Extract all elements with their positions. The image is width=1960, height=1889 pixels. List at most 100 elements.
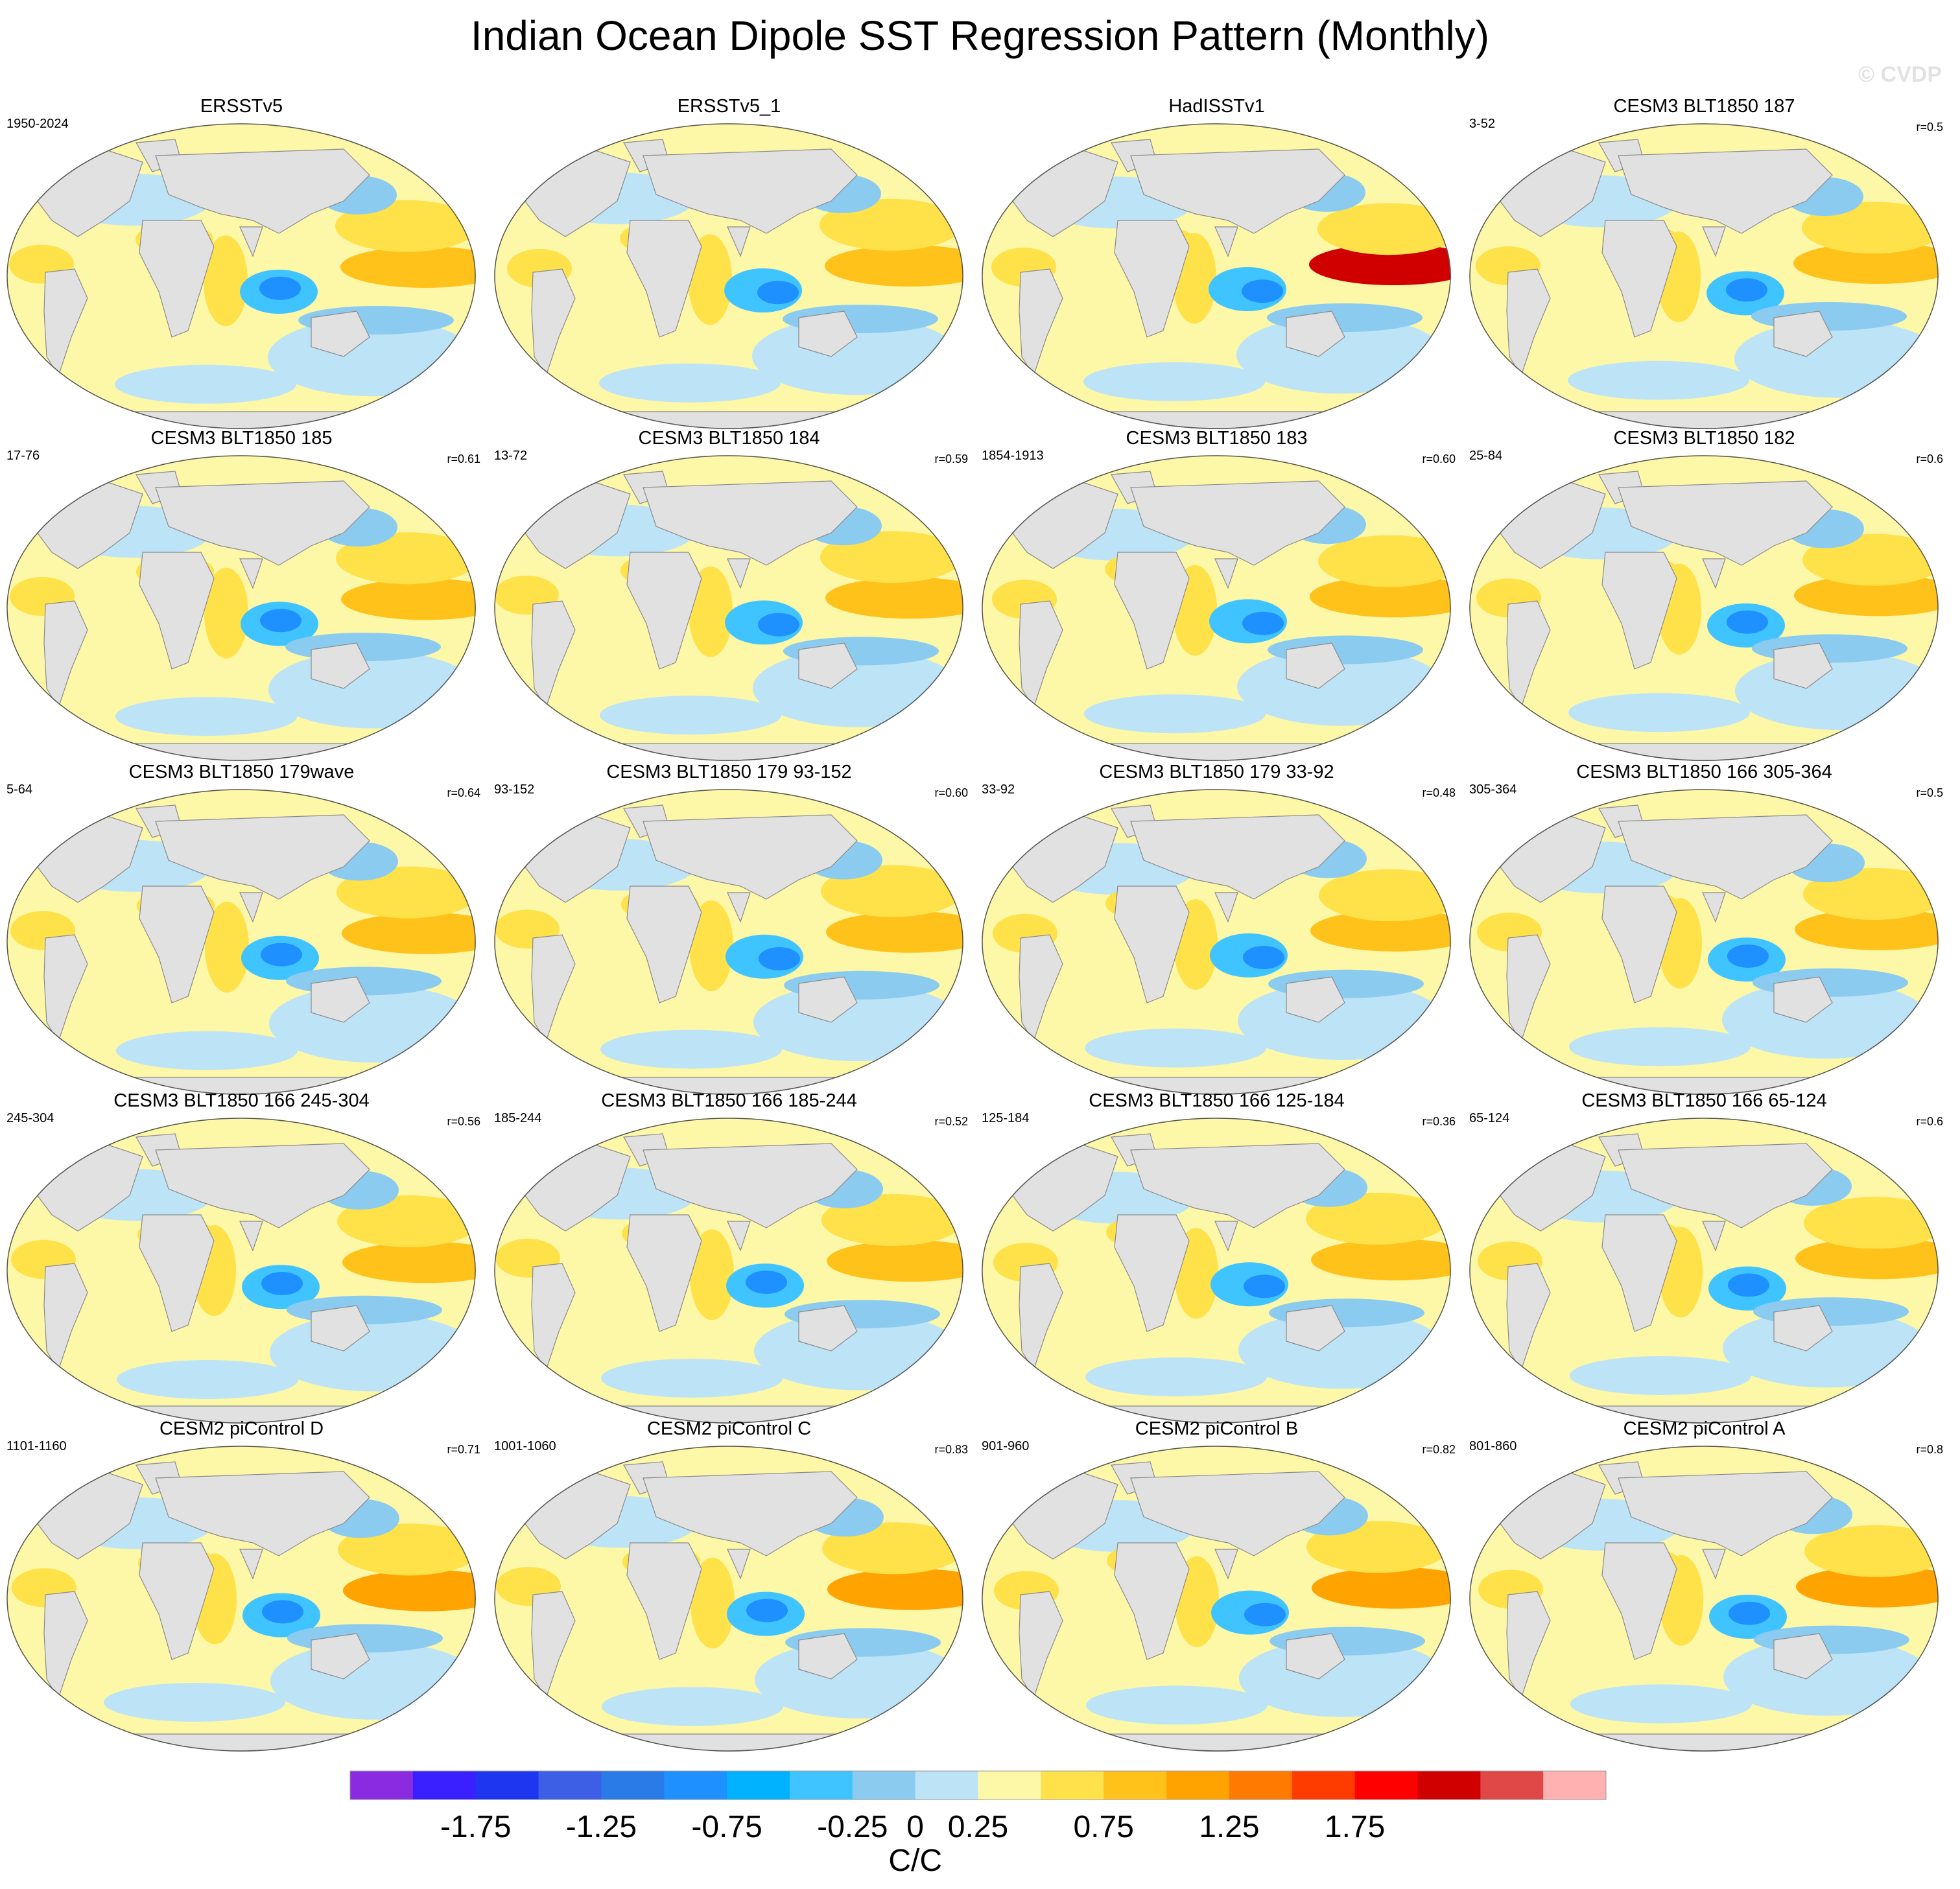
land-mass	[1702, 558, 1726, 589]
land-mass	[239, 558, 263, 589]
land-mass	[1702, 226, 1726, 257]
sst-anomaly-region	[1793, 242, 1939, 284]
sst-anomaly-region	[1804, 1525, 1939, 1577]
land-mass	[1601, 220, 1677, 338]
sst-anomaly-region	[759, 947, 800, 970]
sst-anomaly-region	[600, 1029, 782, 1069]
sst-anomaly-region	[268, 650, 476, 729]
land-mass	[531, 1591, 576, 1700]
panel-years: 801-860	[1469, 1439, 1517, 1453]
colorbar-box	[664, 1771, 727, 1800]
sst-anomaly-region	[825, 577, 963, 619]
panel-years: 305-364	[1469, 782, 1517, 797]
panel-title: HadISSTv1	[1168, 96, 1265, 117]
panel-pattern-correlation: r=0.5	[1916, 121, 1943, 134]
land-mass	[531, 600, 576, 709]
land-mass	[1214, 1221, 1238, 1252]
sst-anomaly-region	[1242, 611, 1284, 635]
land-mass	[1286, 1305, 1345, 1352]
panel-title: ERSSTv5_1	[677, 96, 781, 117]
sst-regression-map	[6, 455, 476, 761]
panel-years: 185-244	[494, 1111, 542, 1125]
colorbar-tick-label: -1.75	[440, 1810, 511, 1844]
sst-anomaly-region	[689, 900, 733, 991]
land-mass	[1702, 1549, 1726, 1580]
sst-regression-map	[982, 1118, 1451, 1424]
map-panel: CESM2 piControl A 801-860 r=0.8	[1463, 1418, 1946, 1755]
globe-outline	[1469, 1118, 1939, 1424]
colorbar-box	[1104, 1771, 1167, 1800]
land-mass	[643, 480, 858, 566]
land-mass	[1019, 1591, 1063, 1700]
land-mass	[1773, 311, 1833, 357]
sst-anomaly-region	[689, 566, 733, 657]
colorbar-box	[1543, 1771, 1607, 1800]
land-mass	[1506, 934, 1551, 1043]
sst-anomaly-region	[1243, 946, 1284, 969]
sst-regression-map	[982, 1446, 1451, 1752]
land-mass	[798, 311, 858, 357]
land-mass	[1019, 934, 1063, 1043]
sst-anomaly-region	[1804, 1197, 1939, 1249]
panel-title: CESM3 BLT1850 183	[1126, 428, 1308, 449]
sst-anomaly-region	[1085, 1028, 1266, 1068]
sst-anomaly-region	[1242, 279, 1283, 303]
land-mass	[1618, 1471, 1833, 1556]
colorbar-box	[1354, 1771, 1418, 1800]
land-mass	[139, 886, 215, 1003]
map-panel: ERSSTv5_1	[488, 96, 971, 433]
land-mass	[1618, 814, 1833, 900]
map-panel: CESM3 BLT1850 183 1854-1913 r=0.60	[975, 428, 1458, 765]
land-mass	[643, 1471, 858, 1556]
land-mass	[43, 600, 88, 709]
land-mass	[1114, 220, 1190, 338]
map-panel: CESM3 BLT1850 166 305-364 305-364 r=0.5	[1463, 762, 1946, 1099]
land-mass	[239, 1221, 263, 1252]
land-mass	[1506, 268, 1551, 377]
sst-anomaly-region	[746, 1599, 788, 1623]
land-mass	[626, 220, 702, 338]
map-panel: CESM3 BLT1850 187 3-52 r=0.5	[1463, 96, 1946, 433]
map-panel: CESM3 BLT1850 179 33-92 33-92 r=0.48	[975, 762, 1458, 1099]
colorbar-box	[1417, 1771, 1481, 1800]
watermark: © CVDP	[1858, 62, 1942, 87]
land-mass	[1773, 1305, 1833, 1352]
map-panel: CESM3 BLT1850 166 125-184 125-184 r=0.36	[975, 1090, 1458, 1427]
land-mass	[1506, 600, 1551, 709]
sst-regression-map	[6, 1446, 476, 1752]
sst-regression-map	[6, 789, 476, 1095]
panel-title: CESM3 BLT1850 166 305-364	[1576, 762, 1832, 782]
land-mass	[43, 934, 88, 1043]
sst-anomaly-region	[602, 1687, 783, 1726]
sst-anomaly-region	[341, 578, 476, 620]
land-mass	[1286, 642, 1345, 689]
panel-years: 5-64	[6, 782, 33, 797]
sst-anomaly-region	[746, 1271, 787, 1294]
land-mass	[43, 268, 88, 377]
colorbar-box	[412, 1771, 477, 1800]
land-mass	[558, 743, 897, 761]
globe-outline	[6, 455, 476, 761]
sst-anomaly-region	[1795, 908, 1939, 950]
sst-anomaly-region	[1735, 652, 1939, 730]
sst-anomaly-region	[1310, 576, 1451, 618]
sst-anomaly-region	[1312, 1567, 1451, 1609]
sst-regression-map	[494, 1446, 963, 1752]
panel-pattern-correlation: r=0.60	[1422, 452, 1456, 465]
sst-regression-map	[6, 1118, 476, 1424]
land-mass	[1286, 311, 1345, 357]
sst-anomaly-region	[205, 902, 249, 992]
land-mass	[727, 892, 751, 923]
land-mass	[1130, 148, 1345, 234]
map-panel: CESM3 BLT1850 179 93-152 93-152 r=0.60	[488, 762, 971, 1099]
sst-anomaly-region	[261, 1272, 303, 1295]
land-mass	[1773, 1633, 1833, 1680]
sst-regression-map	[6, 123, 476, 429]
map-panel: CESM3 BLT1850 184 13-72 r=0.59	[488, 428, 971, 765]
land-mass	[70, 411, 410, 429]
panel-years: 13-72	[494, 449, 528, 463]
land-mass	[558, 411, 897, 429]
sst-anomaly-region	[1084, 694, 1266, 734]
land-mass	[558, 1733, 897, 1752]
panel-years: 17-76	[6, 449, 40, 463]
